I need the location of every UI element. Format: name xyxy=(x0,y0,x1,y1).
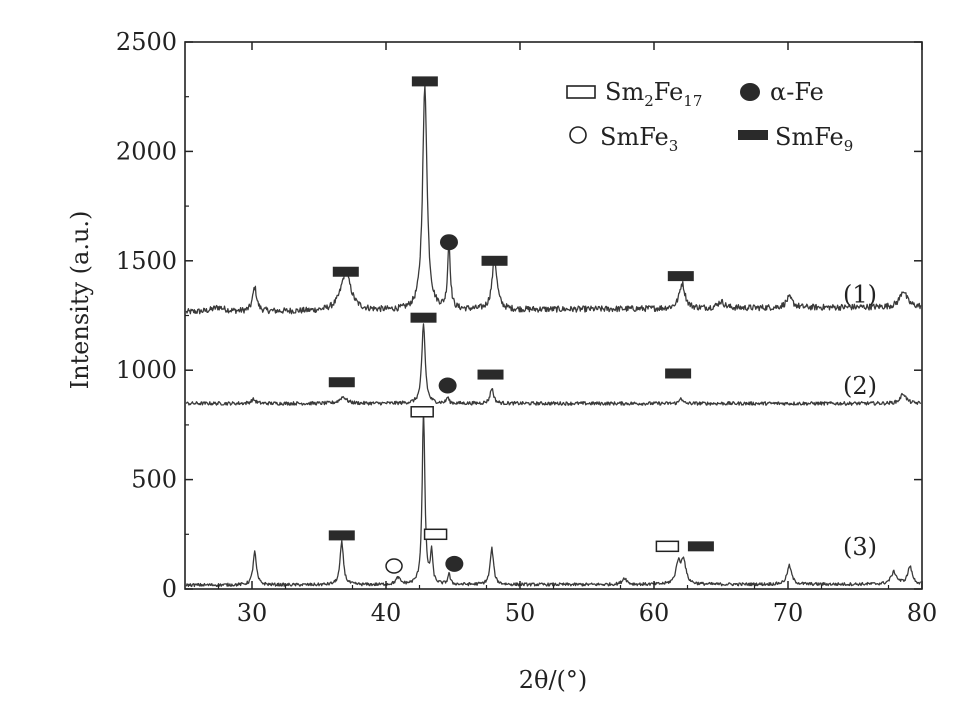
legend-label-smfe9: SmFe9 xyxy=(775,123,853,155)
y-tick-label: 2000 xyxy=(116,137,177,165)
sm2fe17-marker xyxy=(655,540,680,553)
smfe3-marker xyxy=(385,558,403,574)
x-tick-label: 40 xyxy=(371,599,402,627)
series-label: (2) xyxy=(843,372,877,400)
legend-marker-sm2fe17 xyxy=(566,85,596,99)
smfe9-marker xyxy=(411,76,438,87)
x-tick-label: 60 xyxy=(639,599,670,627)
sm2fe17-marker xyxy=(423,528,448,541)
legend-marker-smfe9 xyxy=(738,130,768,140)
smfe9-marker xyxy=(477,369,504,380)
series-line xyxy=(185,323,922,406)
smfe9-marker xyxy=(481,255,508,266)
legend-marker-alpha-fe xyxy=(740,83,760,101)
series-label-layer: (1) (2) (3) xyxy=(843,281,877,561)
legend: Sm2Fe17 α-Fe SmFe3 SmFe9 xyxy=(566,78,853,155)
series-layer xyxy=(185,85,922,588)
sm2fe17-marker xyxy=(410,406,434,418)
y-tick-label: 2500 xyxy=(116,28,177,56)
smfe9-marker xyxy=(332,266,359,277)
series-line xyxy=(185,85,922,315)
series-label: (3) xyxy=(843,533,877,561)
y-tick-label: 1000 xyxy=(116,356,177,384)
y-tick-label: 1500 xyxy=(116,247,177,275)
smfe9-marker xyxy=(687,541,714,552)
x-tick-label: 30 xyxy=(237,599,268,627)
series-label: (1) xyxy=(843,281,877,309)
alpha-fe-marker xyxy=(438,377,457,394)
legend-label-alpha-fe: α-Fe xyxy=(770,78,824,106)
y-axis-label: Intensity (a.u.) xyxy=(66,211,94,390)
y-tick-label: 0 xyxy=(162,575,177,603)
x-tick-label: 80 xyxy=(907,599,938,627)
legend-marker-smfe3 xyxy=(569,126,587,144)
legend-label-smfe3: SmFe3 xyxy=(600,123,678,155)
phase-marker-layer xyxy=(328,76,714,574)
x-axis-label: 2θ/(°) xyxy=(519,666,588,694)
x-tick-label: 70 xyxy=(773,599,804,627)
smfe9-marker xyxy=(328,377,355,388)
smfe9-marker xyxy=(667,271,694,282)
alpha-fe-marker xyxy=(439,234,458,251)
y-tick-label: 500 xyxy=(131,466,177,494)
legend-label-sm2fe17: Sm2Fe17 xyxy=(605,78,702,110)
smfe9-marker xyxy=(665,368,692,379)
tick-layer: 30 40 50 60 70 80 0 500 1000 1500 2000 2500 xyxy=(116,28,937,627)
x-tick-label: 50 xyxy=(505,599,536,627)
smfe9-marker xyxy=(328,530,355,541)
alpha-fe-marker xyxy=(445,555,464,572)
smfe9-marker xyxy=(410,312,437,323)
series-line xyxy=(185,409,922,588)
